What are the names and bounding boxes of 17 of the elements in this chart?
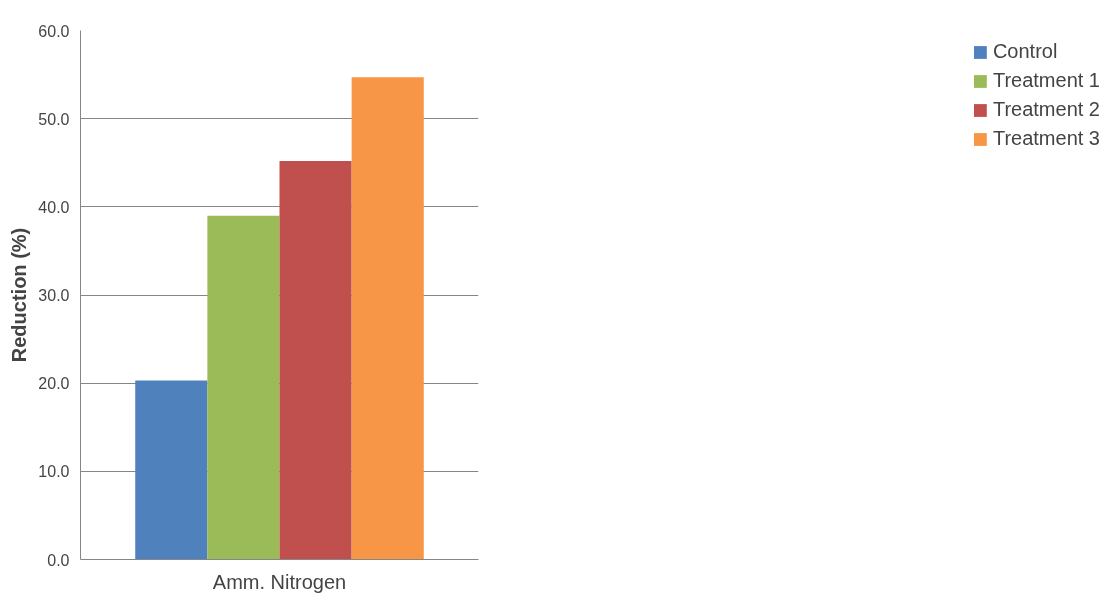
- y-tick-label: 0.0: [47, 551, 70, 569]
- bar: [279, 160, 352, 560]
- y-tick-label: 40.0: [38, 198, 70, 216]
- y-tick-label: 50.0: [38, 110, 70, 128]
- legend-label: Treatment 2: [992, 98, 1100, 121]
- bar: [207, 215, 280, 560]
- legend-label: Control: [992, 40, 1058, 63]
- bar: [351, 77, 424, 560]
- y-tick-label: 10.0: [38, 463, 70, 481]
- bar: [135, 380, 208, 560]
- y-axis-title: Reduction (%): [8, 227, 31, 363]
- legend-label: Treatment 1: [992, 69, 1100, 92]
- legend-label: Treatment 3: [992, 127, 1100, 150]
- y-tick-label: 60.0: [38, 22, 70, 40]
- y-tick-label: 20.0: [38, 375, 70, 393]
- x-tick-label: Amm. Nitrogen: [212, 570, 347, 593]
- y-tick-label: 30.0: [38, 287, 70, 304]
